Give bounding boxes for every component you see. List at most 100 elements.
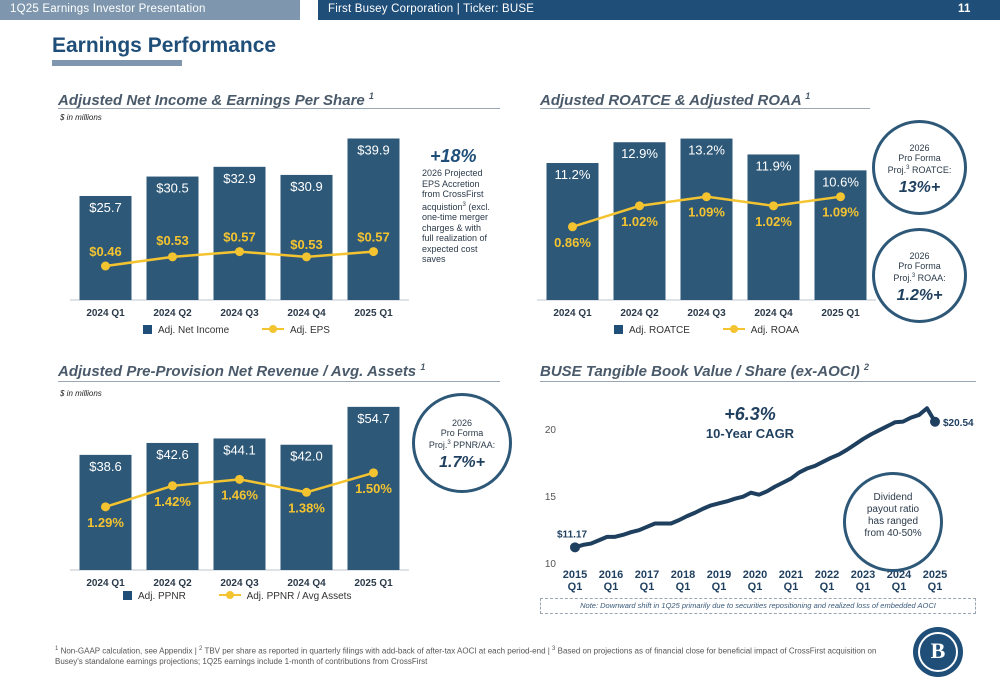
line-point [836, 192, 845, 202]
bar-value-label: $42.6 [156, 447, 189, 462]
bar-value-label: $38.6 [89, 459, 122, 474]
x-tick-quarter: Q1 [748, 581, 763, 593]
bar-value-label: 13.2% [688, 143, 725, 158]
line-value-label: $0.57 [357, 230, 390, 245]
eps-accretion-text: 2026 Projected EPS Accretion from CrossF… [422, 168, 490, 264]
x-tick-label: 2025 Q1 [354, 578, 393, 589]
ppnr-unit-note: $ in millions [60, 389, 102, 398]
y-tick-label: 20 [545, 425, 557, 436]
x-tick-year: 2018 [671, 569, 695, 581]
x-tick-quarter: Q1 [676, 581, 691, 593]
x-tick-label: 2024 Q1 [553, 308, 592, 319]
ppnr-title: Adjusted Pre-Provision Net Revenue / Avg… [58, 362, 426, 380]
legend-line-swatch [261, 325, 284, 333]
bar [213, 438, 266, 570]
dividend-payout-circle: Dividend payout ratio has ranged from 40… [843, 472, 943, 572]
line-point [101, 261, 110, 271]
bar [146, 176, 199, 300]
roatce-rule [540, 108, 870, 109]
x-tick-quarter: Q1 [820, 581, 835, 593]
x-tick-quarter: Q1 [892, 581, 907, 593]
line-point [302, 252, 311, 262]
x-tick-quarter: Q1 [640, 581, 655, 593]
legend-bar-swatch [143, 325, 152, 334]
eps-accretion-value: +18% [430, 146, 477, 166]
x-tick-quarter: Q1 [568, 581, 583, 593]
line-value-label: 1.02% [755, 214, 792, 229]
bar [613, 142, 666, 300]
legend-line-swatch [218, 591, 241, 599]
bar [280, 444, 333, 570]
line-value-label: 1.42% [154, 494, 191, 509]
net-income-legend: Adj. Net Income Adj. EPS [143, 325, 330, 336]
company-logo: B [913, 627, 963, 677]
legend-line-label: Adj. EPS [289, 325, 330, 336]
footnotes: 1 Non-GAAP calculation, see Appendix | 2… [55, 646, 877, 666]
ppnr-chart: $38.6 2024 Q1 $42.6 2024 Q2 $44.1 2024 Q3 $42.… [70, 406, 409, 589]
line-value-label: 1.02% [621, 214, 658, 229]
logo-ring [918, 632, 958, 672]
line-point [702, 192, 711, 202]
ppnr-legend: Adj. PPNR Adj. PPNR / Avg Assets [123, 591, 351, 602]
bar-value-label: 10.6% [822, 174, 859, 189]
x-tick-label: 2024 Q4 [287, 308, 326, 319]
bar [680, 138, 733, 300]
x-tick-label: 2024 Q2 [153, 308, 192, 319]
bar [347, 138, 400, 300]
company-ticker: First Busey Corporation | Ticker: BUSE [328, 3, 535, 15]
line-value-label: 1.29% [87, 515, 124, 530]
x-tick-label: 2024 Q3 [687, 308, 726, 319]
top-bar-left: 1Q25 Earnings Investor Presentation [0, 0, 300, 20]
x-tick-year: 2015 [563, 569, 587, 581]
bar-value-label: $54.7 [357, 411, 390, 426]
tbv-rule [540, 381, 976, 382]
x-tick-year: 2022 [815, 569, 839, 581]
x-tick-label: 2024 Q4 [754, 308, 793, 319]
x-tick-label: 2024 Q2 [620, 308, 659, 319]
title-underline [52, 60, 182, 66]
bar [814, 170, 867, 300]
bar [280, 174, 333, 300]
line-value-label: $0.53 [290, 237, 323, 252]
x-tick-year: 2023 [851, 569, 875, 581]
x-tick-quarter: Q1 [856, 581, 871, 593]
x-tick-year: 2021 [779, 569, 803, 581]
bar-value-label: $30.5 [156, 181, 189, 196]
x-tick-quarter: Q1 [784, 581, 799, 593]
bar-value-label: 11.9% [756, 158, 792, 173]
cagr-value: +6.3% [724, 404, 776, 424]
tbv-end-label: $20.54 [943, 418, 974, 429]
line-value-label: 1.46% [221, 487, 258, 502]
line-point [369, 468, 378, 478]
net-income-chart: $25.7 2024 Q1 $30.5 2024 Q2 $32.9 2024 Q3 $30.… [70, 138, 409, 319]
tbv-line [574, 406, 937, 550]
line-value-label: 1.09% [688, 205, 725, 220]
line-point [101, 502, 110, 512]
line-value-label: $0.53 [156, 233, 189, 248]
roatce-projection-circle: 2026 Pro Forma Proj.3 ROATCE: 13%+ [872, 120, 967, 215]
line-point [369, 247, 378, 257]
x-tick-label: 2024 Q3 [220, 308, 259, 319]
logo-glyph: B [930, 638, 946, 663]
x-tick-quarter: Q1 [712, 581, 727, 593]
bar-value-label: $25.7 [89, 200, 122, 215]
x-tick-label: 2025 Q1 [821, 308, 860, 319]
ppnr-projection-circle: 2026 Pro Forma Proj.3 PPNR/AA: 1.7%+ [412, 393, 512, 493]
x-tick-label: 2024 Q4 [287, 578, 326, 589]
bar [347, 406, 400, 570]
presentation-title: 1Q25 Earnings Investor Presentation [10, 3, 206, 15]
cagr-label: 10-Year CAGR [706, 426, 795, 441]
x-tick-quarter: Q1 [928, 581, 943, 593]
x-tick-year: 2024 [887, 569, 912, 581]
net-income-title: Adjusted Net Income & Earnings Per Share… [58, 91, 374, 109]
line-point [635, 201, 644, 211]
tbv-title: BUSE Tangible Book Value / Share (ex-AOC… [540, 362, 869, 380]
bar [213, 166, 266, 300]
tbv-chart: 1015202015Q12016Q12017Q12018Q12019Q12020… [545, 404, 974, 593]
line-value-label: 0.86% [554, 235, 591, 250]
y-tick-label: 15 [545, 492, 557, 503]
bar [79, 454, 132, 570]
legend-line-swatch [722, 325, 745, 333]
line-value-label: 1.09% [822, 205, 859, 220]
x-tick-label: 2024 Q1 [86, 308, 125, 319]
